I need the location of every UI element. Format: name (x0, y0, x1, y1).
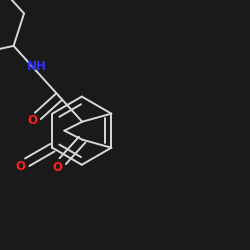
Text: NH: NH (26, 60, 46, 73)
Text: O: O (52, 160, 62, 173)
Text: O: O (15, 160, 25, 173)
Text: O: O (28, 114, 38, 127)
